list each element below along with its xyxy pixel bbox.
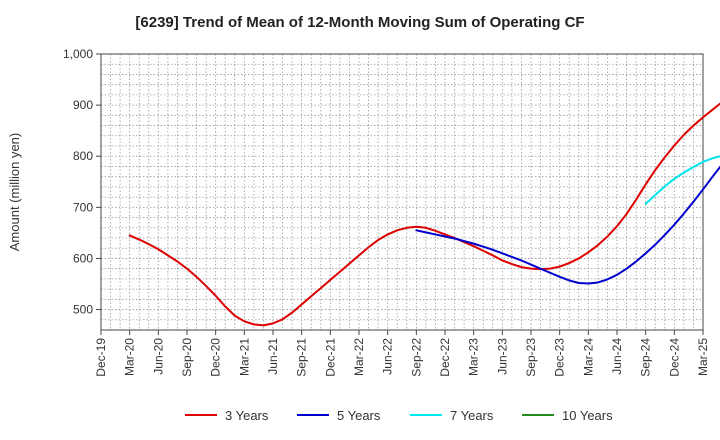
x-tick-label: Dec-19 (94, 338, 108, 377)
x-tick-label: Mar-20 (123, 338, 137, 376)
x-tick-label: Sep-22 (409, 338, 423, 377)
y-tick-label: 1,000 (63, 47, 93, 61)
x-tick-label: Sep-21 (295, 338, 309, 377)
x-tick-label: Dec-20 (209, 338, 223, 377)
x-tick-label: Sep-23 (524, 338, 538, 377)
x-tick-label: Jun-21 (266, 338, 280, 375)
x-tick-label: Sep-24 (639, 338, 653, 377)
plot-area (101, 54, 703, 330)
x-tick-label: Jun-23 (495, 338, 509, 375)
y-tick-label: 900 (73, 98, 93, 112)
series-line-5-years (415, 165, 720, 285)
x-tick-label: Mar-22 (352, 338, 366, 376)
x-tick-label: Dec-24 (667, 338, 681, 377)
x-tick-label: Mar-25 (696, 338, 710, 376)
x-tick-label: Dec-21 (323, 338, 337, 377)
legend-label: 3 Years (225, 408, 269, 423)
series-line-7-years (644, 155, 720, 205)
y-tick-label: 700 (73, 200, 93, 214)
legend-label: 10 Years (562, 408, 613, 423)
plot-frame (100, 53, 704, 331)
y-tick-label: 600 (73, 251, 93, 265)
legend-label: 5 Years (337, 408, 381, 423)
x-tick-label: Dec-22 (438, 338, 452, 377)
x-tick-label: Jun-24 (610, 338, 624, 375)
legend-label: 7 Years (450, 408, 494, 423)
chart-title: [6239] Trend of Mean of 12-Month Moving … (135, 14, 585, 31)
x-tick-label: Dec-23 (553, 338, 567, 377)
x-tick-label: Jun-20 (151, 338, 165, 375)
x-tick-label: Mar-23 (467, 338, 481, 376)
x-tick-label: Mar-21 (237, 338, 251, 376)
y-axis-title: Amount (million yen) (7, 133, 22, 252)
x-tick-label: Jun-22 (381, 338, 395, 375)
y-tick-label: 800 (73, 149, 93, 163)
x-tick-label: Mar-24 (581, 338, 595, 376)
x-tick-label: Sep-20 (180, 338, 194, 377)
y-tick-label: 500 (73, 303, 93, 317)
